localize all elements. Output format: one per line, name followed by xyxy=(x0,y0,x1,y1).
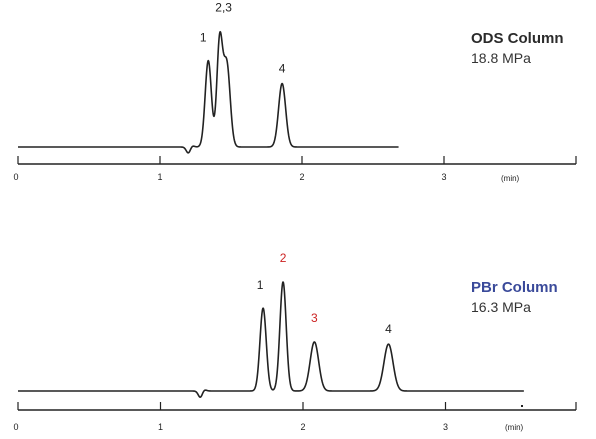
ods-column-title: ODS Column xyxy=(471,30,564,47)
ods-peak-labels: 12,34 xyxy=(200,0,286,75)
panel-pbr: 0 1 2 3 1 2 3 4 (min) PBr Column 16.3 MPa xyxy=(13,251,577,432)
pbr-trace-line xyxy=(17,281,525,398)
pbr-axis-end-dot xyxy=(521,405,523,407)
x-tick-label: 3 xyxy=(443,422,448,432)
ods-pressure-label: 18.8 MPa xyxy=(471,50,531,66)
x-tick-label: 2 xyxy=(300,422,305,432)
peak-label: 1 xyxy=(200,31,207,45)
pbr-column-title: PBr Column xyxy=(471,279,558,296)
x-tick-label: 2 xyxy=(299,172,304,182)
pbr-x-ticks: 0 1 2 3 xyxy=(13,402,577,432)
peak-label: 2,3 xyxy=(215,0,232,14)
pbr-pressure-label: 16.3 MPa xyxy=(471,299,531,315)
pbr-peak-labels: 1 2 3 4 xyxy=(257,251,392,336)
x-tick-label: 1 xyxy=(158,422,163,432)
x-tick-label: 1 xyxy=(157,172,162,182)
ods-x-ticks: 0 1 2 3 xyxy=(13,156,577,182)
ods-trace-line xyxy=(17,30,400,154)
peak-label: 4 xyxy=(279,62,286,76)
peak-label: 3 xyxy=(311,311,318,325)
x-tick-label: 0 xyxy=(13,172,18,182)
peak-label: 2 xyxy=(280,251,287,265)
ods-x-unit-label: (min) xyxy=(501,174,520,183)
pbr-x-unit-label: (min) xyxy=(505,423,524,432)
peak-label: 1 xyxy=(257,278,264,292)
x-tick-label: 0 xyxy=(13,422,18,432)
peak-label: 4 xyxy=(385,322,392,336)
x-tick-label: 3 xyxy=(441,172,446,182)
